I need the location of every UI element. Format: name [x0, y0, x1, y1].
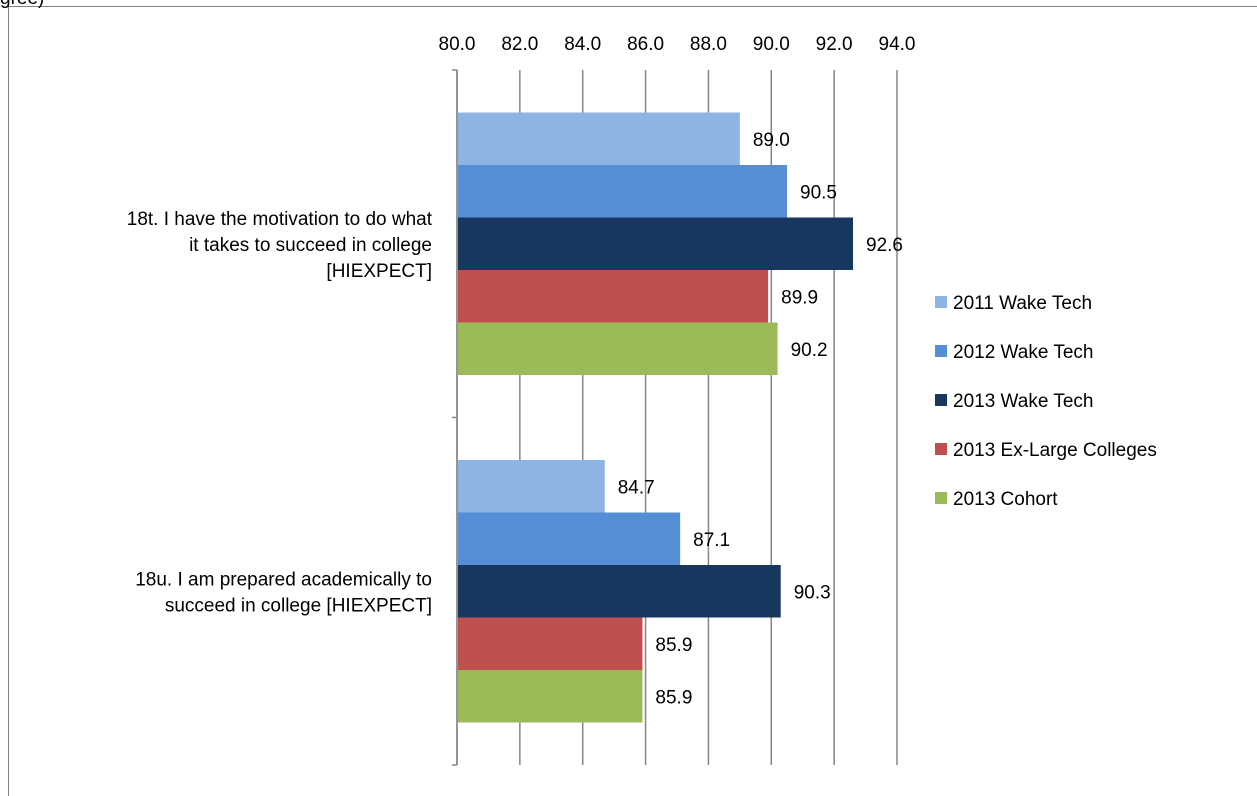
data-label: 92.6: [866, 235, 903, 256]
data-label: 89.9: [781, 287, 818, 308]
legend-label: 2012 Wake Tech: [953, 342, 1093, 363]
category-label: 18u. I am prepared academically to: [135, 569, 432, 590]
x-tick-label: 90.0: [753, 34, 790, 55]
legend-label: 2013 Cohort: [953, 489, 1058, 510]
legend-swatch: [935, 492, 947, 504]
data-label: 87.1: [693, 530, 730, 551]
bar: [458, 165, 787, 218]
cropped-heading-text: gree): [0, 0, 44, 10]
bar: [458, 217, 853, 270]
x-tick-label: 88.0: [690, 34, 727, 55]
data-label: 90.5: [800, 182, 837, 203]
data-label: 85.9: [655, 687, 692, 708]
x-tick-label: 82.0: [501, 34, 538, 55]
chart-frame: [8, 6, 1257, 796]
data-label: 85.9: [655, 635, 692, 656]
x-tick-label: 94.0: [879, 34, 916, 55]
bar: [458, 460, 605, 513]
x-tick-label: 80.0: [439, 34, 476, 55]
category-label: succeed in college [HIEXPECT]: [165, 595, 432, 616]
bar: [458, 670, 643, 723]
legend-label: 2013 Ex-Large Colleges: [953, 440, 1157, 461]
x-tick-label: 86.0: [627, 34, 664, 55]
category-label: 18t. I have the motivation to do what: [127, 209, 433, 230]
data-label: 89.0: [753, 130, 790, 151]
data-label: 84.7: [618, 477, 655, 498]
legend-swatch: [935, 345, 947, 357]
legend-swatch: [935, 296, 947, 308]
bar: [458, 270, 769, 323]
bar: [458, 112, 740, 165]
category-label: [HIEXPECT]: [326, 261, 432, 282]
data-label: 90.2: [791, 340, 828, 361]
legend-label: 2011 Wake Tech: [953, 293, 1092, 314]
bar: [458, 512, 681, 565]
x-tick-label: 92.0: [816, 34, 853, 55]
bar: [458, 322, 778, 375]
legend-swatch: [935, 394, 947, 406]
category-label: it takes to succeed in college: [189, 235, 432, 256]
data-label: 90.3: [794, 582, 831, 603]
legend-swatch: [935, 443, 947, 455]
legend-label: 2013 Wake Tech: [953, 391, 1093, 412]
x-tick-label: 84.0: [564, 34, 601, 55]
bar: [458, 617, 643, 670]
bar: [458, 565, 781, 618]
